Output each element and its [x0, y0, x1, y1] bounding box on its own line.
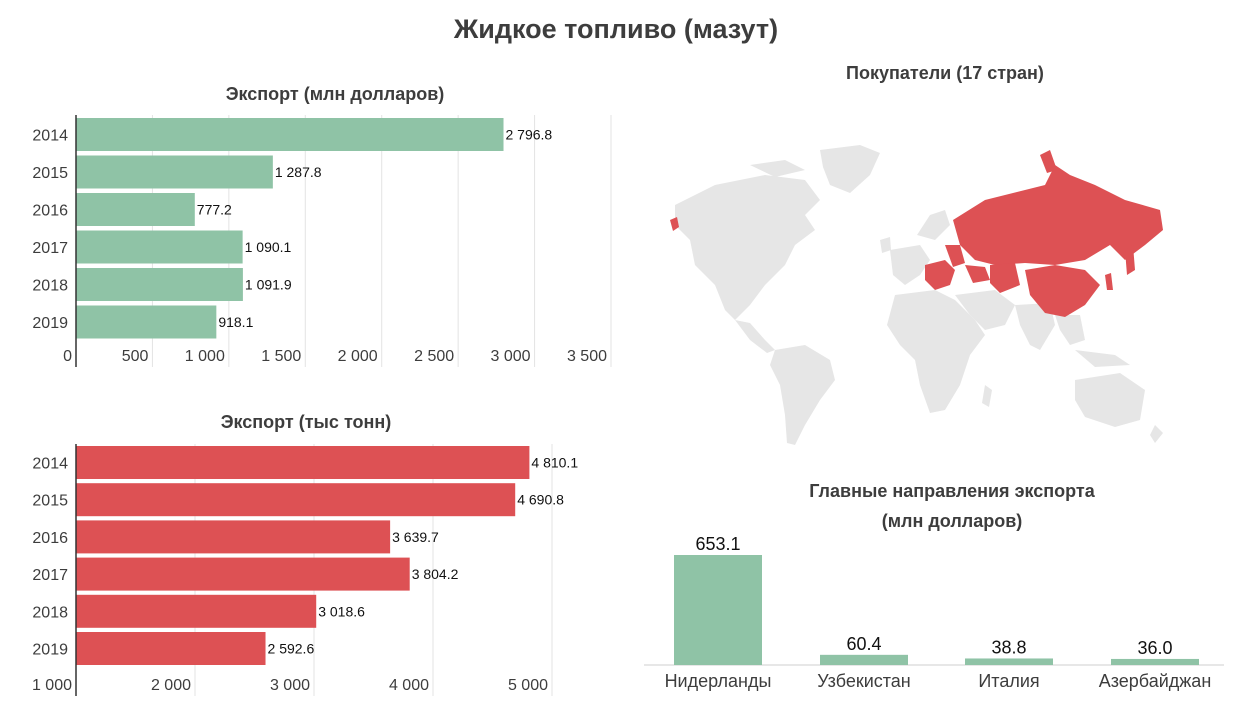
tick-label: 1 000 [185, 348, 225, 365]
category-label-Узбекистан: Узбекистан [817, 671, 911, 691]
value-label-2014: 2 796.8 [506, 127, 553, 143]
tick-label: 0 [63, 348, 72, 365]
chart-title-export-tonnes: Экспорт (тыс тонн) [220, 412, 392, 432]
bar-2014 [76, 118, 504, 151]
tick-label: 3 000 [270, 677, 310, 694]
category-label-2017: 2017 [32, 567, 68, 584]
chart-title-export-usd: Экспорт (млн долларов) [225, 84, 445, 104]
chart-title-destinations: Главные направления экспорта [809, 481, 1095, 501]
map-base-land [675, 145, 1163, 445]
bar-2015 [76, 483, 516, 517]
map-title: Покупатели (17 стран) [846, 63, 1044, 83]
value-label-2014: 4 810.1 [531, 455, 578, 471]
tick-label: 3 500 [567, 348, 607, 365]
category-label-2014: 2014 [32, 128, 68, 145]
category-label-2015: 2015 [32, 165, 68, 182]
bar-Азербайджан [1111, 658, 1199, 665]
value-label-Италия: 38.8 [991, 637, 1026, 657]
tick-label: 3 000 [491, 348, 531, 365]
category-label-2018: 2018 [32, 278, 68, 295]
chart-subtitle-destinations: (млн долларов) [881, 511, 1023, 531]
tick-label: 4 000 [389, 677, 429, 694]
category-label-2018: 2018 [32, 604, 68, 621]
map-highlighted-countries [670, 150, 1163, 317]
bar-2018 [76, 268, 243, 301]
category-label-2017: 2017 [32, 240, 68, 257]
category-label-2019: 2019 [32, 315, 68, 332]
tick-label: 2 000 [151, 677, 191, 694]
export-usd-bar-chart: 2014 2 796.8 2015 1 287.8 2016 777.2 2017 1 090… [32, 115, 612, 367]
category-label-2016: 2016 [32, 530, 68, 547]
bar-2015 [76, 155, 273, 189]
category-label-Нидерланды: Нидерланды [665, 671, 772, 691]
bar-2014 [76, 446, 530, 479]
tick-label: 5 000 [508, 677, 548, 694]
tick-label: 2 000 [338, 348, 378, 365]
category-label-Азербайджан: Азербайджан [1099, 671, 1212, 691]
tick-label: 1 000 [32, 677, 72, 694]
bar-Италия [965, 658, 1053, 665]
category-label-2014: 2014 [32, 456, 68, 473]
value-label-Нидерланды: 653.1 [695, 534, 740, 554]
value-label-2019: 918.1 [218, 314, 253, 330]
value-label-2017: 1 090.1 [245, 239, 292, 255]
category-label-2015: 2015 [32, 493, 68, 510]
destinations-bar-chart: 653.1 Нидерланды 60.4 Узбекистан 38.8 Италия 3… [644, 534, 1224, 691]
bar-Узбекистан [820, 654, 908, 665]
value-label-2019: 2 592.6 [268, 641, 315, 657]
value-label-Азербайджан: 36.0 [1137, 638, 1172, 658]
tick-label: 500 [122, 348, 149, 365]
bar-2016 [76, 520, 391, 554]
category-label-2019: 2019 [32, 642, 68, 659]
export-tonnes-bar-chart: 2014 4 810.1 2015 4 690.8 2016 3 639.7 2017 3 8… [32, 444, 578, 696]
value-label-2018: 1 091.9 [245, 277, 292, 293]
bar-2017 [76, 230, 243, 264]
value-label-2015: 4 690.8 [517, 492, 564, 508]
bar-2018 [76, 594, 317, 628]
category-label-Италия: Италия [978, 671, 1039, 691]
value-label-2017: 3 804.2 [412, 566, 459, 582]
page-title: Жидкое топливо (мазут) [453, 14, 779, 44]
value-label-2016: 3 639.7 [392, 529, 439, 545]
bar-2017 [76, 557, 410, 591]
category-label-2016: 2016 [32, 203, 68, 220]
bar-Нидерланды [674, 555, 762, 665]
bar-2019 [76, 305, 217, 339]
bar-2016 [76, 193, 195, 226]
tick-label: 1 500 [261, 348, 301, 365]
value-label-2018: 3 018.6 [318, 603, 365, 619]
bar-2019 [76, 632, 266, 665]
tick-label: 2 500 [414, 348, 454, 365]
value-label-Узбекистан: 60.4 [846, 634, 881, 654]
value-label-2015: 1 287.8 [275, 164, 322, 180]
value-label-2016: 777.2 [197, 202, 232, 218]
world-map [670, 145, 1163, 445]
